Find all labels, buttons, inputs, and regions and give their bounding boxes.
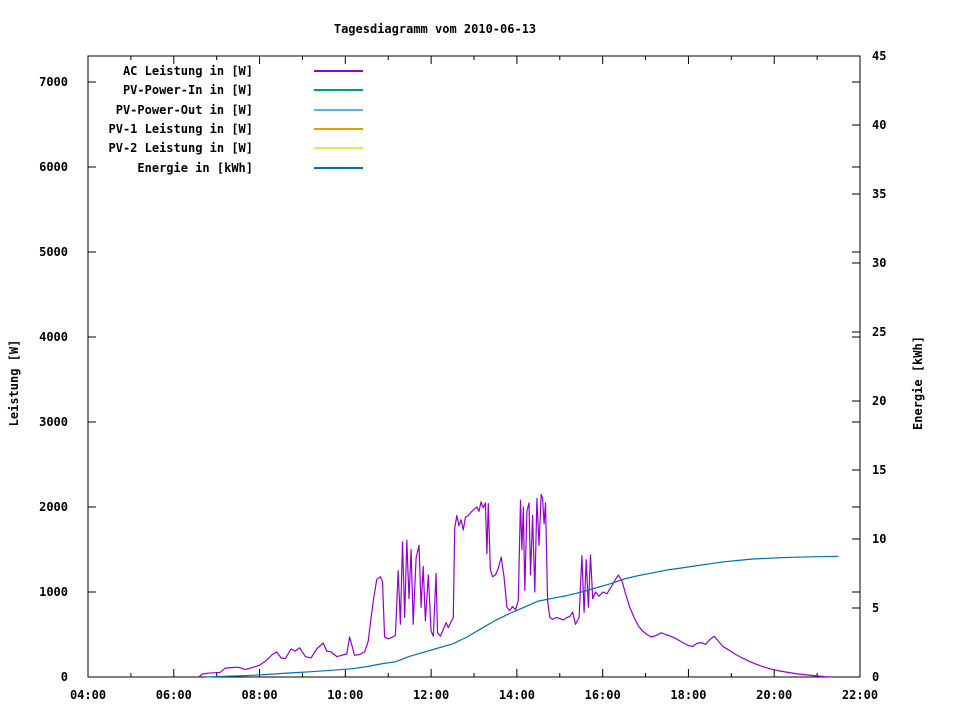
legend-label: PV-Power-Out in [W] [115,102,253,117]
legend-line-sample [314,166,363,169]
y2-tick-label: 0 [872,670,879,684]
chart-title: Tagesdiagramm vom 2010-06-13 [333,22,537,36]
legend-line-sample [314,108,363,111]
series-line-0 [198,493,833,678]
x-tick-label: 22:00 [842,688,878,702]
legend-label: Energie in [kWh] [137,160,253,175]
x-tick-label: 14:00 [499,688,535,702]
x-tick-label: 08:00 [241,688,277,702]
y2-tick-label: 20 [872,394,886,408]
legend-label: PV-Power-In in [W] [122,83,253,98]
y2-tick-label: 15 [872,463,886,477]
series-line-5 [205,555,839,678]
x-tick-label: 12:00 [413,688,449,702]
y1-tick-label: 0 [61,670,68,684]
legend-label: AC Leistung in [W] [122,64,253,78]
y2-tick-label: 10 [872,532,886,546]
x-tick-label: 10:00 [327,688,363,702]
y2-tick-label: 5 [872,601,879,615]
x-tick-label: 18:00 [670,688,706,702]
y1-tick-label: 7000 [39,75,68,89]
legend-line-sample [314,89,363,92]
legend-label: PV-2 Leistung in [W] [108,141,254,156]
legend-line-sample [314,147,363,150]
y2-tick-label: 40 [872,118,886,132]
x-tick-label: 04:00 [70,688,106,702]
x-tick-label: 16:00 [585,688,621,702]
y1-tick-label: 1000 [39,585,68,599]
y2-tick-label: 25 [872,325,886,339]
x-tick-label: 06:00 [156,688,192,702]
y2-tick-label: 35 [872,187,886,201]
y1-tick-label: 5000 [39,245,68,259]
legend-line-sample [314,127,363,130]
y1-tick-label: 3000 [39,415,68,429]
y2-tick-label: 30 [872,256,886,270]
y1-tick-label: 2000 [39,500,68,514]
legend-label: PV-1 Leistung in [W] [108,121,254,136]
legend-line-sample [314,70,363,72]
x-tick-label: 20:00 [756,688,792,702]
y2-tick-label: 45 [872,49,886,63]
y1-tick-label: 4000 [39,330,68,344]
y1-tick-label: 6000 [39,160,68,174]
